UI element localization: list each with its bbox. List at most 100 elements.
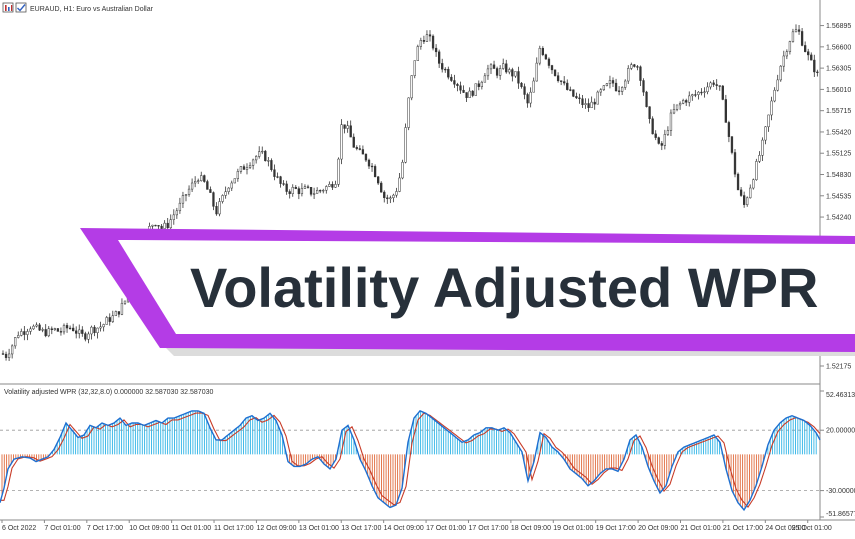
candle-body [303,186,307,189]
candle-body [282,183,285,185]
candle-body [465,92,468,98]
candle-body [529,91,532,104]
time-tick-label: 21 Oct 01:00 [681,525,721,532]
candle-body [721,85,724,100]
candle-body [337,158,340,185]
candle-body [373,166,377,178]
banner-panel [118,240,855,334]
candle-body [276,176,279,178]
candle-body [68,327,72,330]
candle-body [642,80,645,93]
candle-body [56,328,60,332]
candle-body [370,165,374,168]
candle-body [639,66,642,81]
candle-body [105,317,108,325]
candle-body [151,224,154,227]
candle-body [218,201,221,215]
candle-body [499,68,502,76]
candle-body [221,195,224,202]
candle-body [352,136,355,148]
candle-body [404,127,407,163]
candle-body [416,46,419,61]
candle-body [343,124,346,129]
candle-body [294,187,297,189]
price-tick-label: 1.54535 [826,193,851,200]
candle-body [520,82,523,87]
indicator-tick-label: 52.463136 [826,392,855,399]
candle-body [450,76,453,81]
candle-body [285,183,288,192]
candle-body [53,328,57,330]
time-tick-label: 19 Oct 01:00 [553,525,593,532]
candle-body [550,65,554,71]
candle-body [776,79,779,91]
time-tick-label: 11 Oct 01:00 [172,525,212,532]
candle-body [761,139,764,156]
candle-body [312,193,316,195]
candle-body [797,29,801,32]
candle-body [300,188,304,195]
price-tick-label: 1.56895 [826,23,851,30]
candle-body [724,99,728,123]
candle-body [7,353,11,358]
candle-body [697,91,700,95]
chart-check-icon[interactable] [15,2,27,13]
candle-body [166,222,169,229]
candle-body [688,95,691,103]
candle-body [407,97,410,128]
candle-body [32,325,35,330]
candle-body [810,54,813,61]
candle-body [523,86,526,95]
candle-body [767,114,770,128]
candle-body [203,175,206,182]
candle-body [367,159,371,167]
candle-body [273,169,276,177]
time-tick-label: 7 Oct 01:00 [44,525,80,532]
candle-body [297,188,301,195]
candle-body [410,75,413,99]
candle-body [581,98,584,105]
price-tick-label: 1.56305 [826,66,851,73]
candle-body [288,191,291,194]
candle-body [428,34,432,37]
candle-body [65,325,69,329]
bar-chart-icon[interactable] [2,2,14,13]
candle-body [258,151,261,157]
candle-body [120,302,124,315]
candle-body [718,85,721,87]
candle-body [239,166,243,172]
wpr-histogram [1,410,817,509]
candle-body [511,69,514,77]
candle-body [434,47,438,53]
candle-body [178,202,182,212]
candle-body [11,345,14,355]
candle-body [492,64,496,69]
candle-body [474,83,477,96]
candle-body [398,177,401,192]
candle-body [236,171,239,179]
candle-body [584,103,587,105]
candle-body [75,330,78,334]
candle-body [163,222,166,229]
candle-body [172,214,175,220]
title-banner: Volatility Adjusted WPR [80,228,855,356]
wpr-lines [0,410,821,512]
candle-body [654,133,657,138]
candle-body [401,161,404,179]
candle-body [621,87,624,92]
candle-body [611,80,615,84]
candle-body [813,59,816,73]
price-tick-label: 1.54830 [826,172,851,179]
candle-body [590,101,593,108]
candle-body [325,186,328,191]
candle-body [743,195,746,205]
banner-title: Volatility Adjusted WPR [190,256,818,319]
candle-body [78,329,81,334]
candle-body [782,55,785,67]
candle-body [736,173,740,191]
candle-body [444,68,447,71]
candle-body [633,64,636,67]
candle-body [419,40,423,47]
indicator-tick-label: -51.865770 [826,511,855,518]
